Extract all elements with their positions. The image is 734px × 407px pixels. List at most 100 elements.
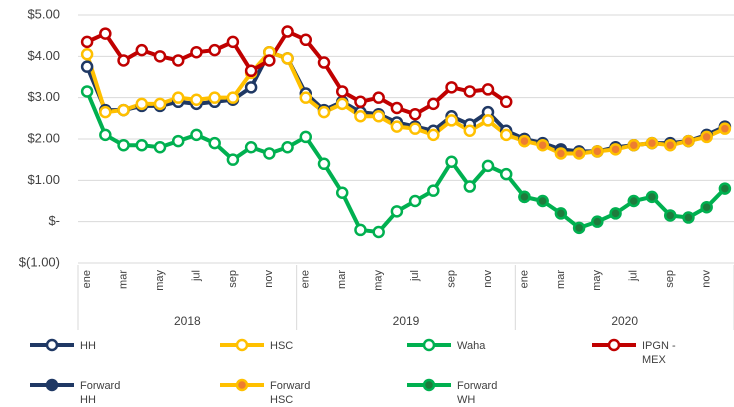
data-point bbox=[117, 54, 130, 67]
y-tick-label: $5.00 bbox=[27, 6, 60, 21]
legend-marker bbox=[45, 378, 59, 392]
legend-label: IPGN - MEX bbox=[642, 340, 676, 366]
data-point bbox=[99, 128, 112, 142]
x-tick-label: may bbox=[591, 270, 603, 291]
data-point bbox=[390, 120, 404, 133]
legend-marker bbox=[235, 378, 249, 392]
data-point bbox=[171, 91, 185, 104]
legend-swatch bbox=[30, 378, 74, 392]
x-tick-label: jul bbox=[628, 270, 640, 282]
data-point bbox=[463, 85, 477, 98]
data-point bbox=[572, 221, 586, 235]
legend-swatch bbox=[220, 338, 264, 352]
data-point bbox=[226, 91, 240, 104]
data-point bbox=[372, 110, 385, 123]
data-point bbox=[354, 95, 367, 109]
data-point bbox=[518, 190, 531, 204]
data-point bbox=[536, 138, 549, 152]
data-point bbox=[627, 194, 641, 208]
data-point bbox=[263, 54, 276, 67]
data-point bbox=[244, 81, 258, 94]
legend-swatch bbox=[592, 338, 636, 352]
legend-marker bbox=[422, 378, 436, 392]
data-point bbox=[536, 194, 549, 208]
data-point bbox=[408, 107, 422, 121]
legend-marker bbox=[607, 338, 621, 352]
data-point bbox=[408, 122, 422, 135]
data-point bbox=[208, 136, 221, 150]
data-point bbox=[481, 159, 495, 173]
data-point bbox=[244, 141, 258, 154]
data-point bbox=[645, 190, 659, 204]
data-point bbox=[80, 35, 94, 49]
legend-item: Forward WH bbox=[405, 375, 509, 407]
data-point bbox=[554, 147, 568, 160]
data-point bbox=[481, 114, 495, 127]
data-point bbox=[281, 52, 294, 65]
chart: $(1.00) $- $1.00 $2.00 $3.00 $4.00 $5.00 ene mar… bbox=[19, 6, 734, 335]
data-point bbox=[427, 97, 440, 111]
data-point bbox=[117, 103, 130, 117]
data-point bbox=[80, 48, 94, 61]
legend-swatch bbox=[407, 378, 451, 392]
data-point bbox=[627, 138, 641, 152]
data-point bbox=[609, 207, 622, 220]
legend-marker bbox=[422, 338, 436, 352]
data-point bbox=[645, 136, 659, 150]
data-point bbox=[317, 56, 331, 69]
data-point bbox=[445, 114, 458, 127]
x-tick-label: nov bbox=[263, 270, 275, 288]
legend: HH HSC Waha IPGN - MEX Forward HH Forward HSC… bbox=[0, 330, 734, 407]
x-tick-label: may bbox=[373, 270, 385, 291]
data-point bbox=[718, 182, 732, 195]
data-point bbox=[335, 186, 349, 199]
legend-swatch bbox=[407, 338, 451, 352]
legend-item: HSC bbox=[218, 335, 322, 355]
legend-label: Forward HSC bbox=[270, 380, 311, 406]
data-point bbox=[390, 205, 404, 218]
data-point bbox=[299, 91, 313, 104]
data-point bbox=[99, 27, 112, 40]
data-point bbox=[153, 97, 167, 111]
data-point bbox=[700, 200, 713, 214]
data-point bbox=[299, 130, 313, 144]
data-point bbox=[354, 110, 367, 123]
data-point bbox=[682, 134, 695, 148]
data-point bbox=[682, 211, 695, 224]
data-point bbox=[408, 194, 422, 208]
data-point bbox=[718, 122, 732, 135]
y-tick-label: $3.00 bbox=[27, 89, 60, 104]
legend-label: Waha bbox=[457, 340, 486, 352]
data-point bbox=[263, 147, 276, 160]
data-point bbox=[572, 147, 586, 160]
x-group-label: 2018 bbox=[174, 314, 201, 328]
data-point bbox=[317, 105, 331, 119]
legend-swatch bbox=[30, 338, 74, 352]
y-tick-label: $2.00 bbox=[27, 130, 60, 145]
data-point bbox=[445, 155, 458, 168]
data-point bbox=[226, 153, 240, 166]
x-tick-label: mar bbox=[117, 270, 129, 289]
data-point bbox=[190, 45, 203, 59]
x-tick-label: sep bbox=[445, 270, 457, 288]
series-line bbox=[85, 90, 527, 234]
legend-marker bbox=[45, 338, 59, 352]
data-point bbox=[117, 138, 130, 152]
x-tick-label: jul bbox=[409, 270, 421, 282]
data-point bbox=[208, 91, 221, 104]
legend-label: Forward WH bbox=[457, 380, 498, 406]
data-point bbox=[663, 138, 677, 152]
legend-item: IPGN - MEX bbox=[590, 335, 694, 367]
data-point bbox=[244, 64, 258, 78]
data-point bbox=[190, 128, 203, 142]
data-point bbox=[445, 81, 458, 94]
x-tick-label: ene bbox=[81, 270, 93, 288]
legend-item: HH bbox=[28, 335, 132, 355]
data-point bbox=[463, 180, 477, 193]
data-point bbox=[171, 54, 185, 67]
x-group-label: 2019 bbox=[393, 314, 420, 328]
data-point bbox=[609, 143, 622, 156]
x-group-label: 2020 bbox=[611, 314, 638, 328]
y-tick-label: $(1.00) bbox=[19, 254, 60, 269]
